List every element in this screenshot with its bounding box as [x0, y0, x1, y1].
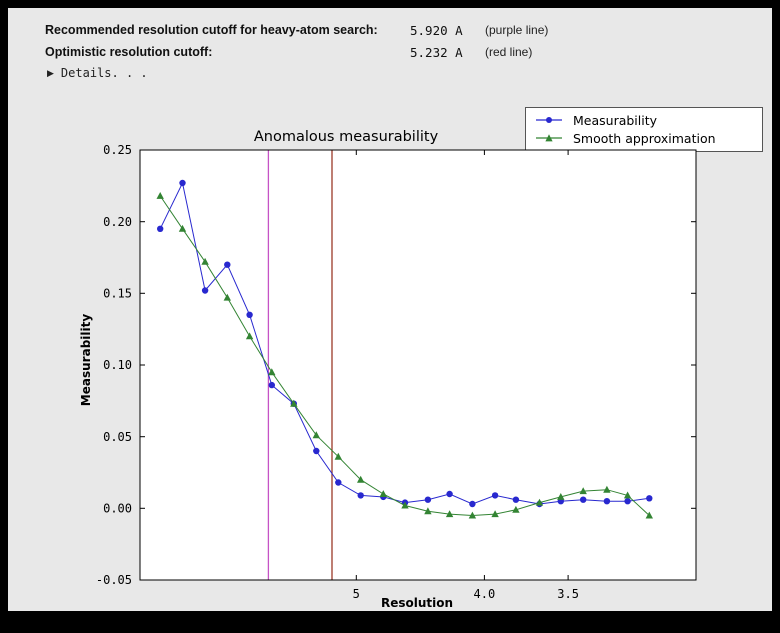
- x-tick-label: 5: [353, 587, 360, 601]
- circle-marker: [491, 492, 499, 499]
- details-label: Details. . .: [60, 66, 148, 80]
- circle-marker: [512, 496, 520, 503]
- circle-marker: [646, 495, 653, 502]
- optimistic-cutoff-label: Optimistic resolution cutoff:: [45, 45, 213, 59]
- triangle-marker: [178, 224, 187, 232]
- triangle-marker: [290, 399, 298, 407]
- triangle-marker: [603, 485, 611, 493]
- x-tick-label: 4.0: [474, 587, 496, 601]
- circle-marker: [157, 225, 164, 232]
- triangle-marker: [535, 498, 544, 506]
- recommended-cutoff-note: (purple line): [485, 23, 549, 37]
- plot-background: [140, 150, 696, 580]
- circle-marker: [201, 287, 209, 294]
- triangle-marker: [424, 507, 432, 515]
- legend-entry-smooth-approximation: Smooth approximation: [534, 129, 754, 147]
- plot-border: [139, 149, 697, 581]
- chart-legend: Measurability Smooth approximation: [525, 107, 763, 152]
- optimistic-cutoff-note: (red line): [485, 45, 533, 59]
- circle-marker: [469, 500, 476, 508]
- circle-marker: [246, 311, 253, 318]
- optimistic-cutoff-value: 5.232 A: [410, 45, 463, 60]
- y-tick-label: 0.10: [103, 358, 132, 372]
- triangle-marker: [645, 511, 653, 519]
- plot-area: -0.05 0.00 0.05 0.10 0.15 0.20 0.25 5 4.0 3.5: [96, 143, 697, 601]
- triangle-marker: [357, 475, 365, 483]
- circle-marker: [446, 490, 453, 498]
- circle-marker: [313, 447, 320, 455]
- circle-marker: [580, 496, 587, 503]
- main-panel: Recommended resolution cutoff for heavy-…: [8, 8, 772, 611]
- details-toggle[interactable]: ▶ Details. . .: [47, 66, 148, 80]
- recommended-cutoff-label: Recommended resolution cutoff for heavy-…: [45, 23, 378, 37]
- triangle-marker: [623, 491, 632, 499]
- triangle-marker: [379, 490, 387, 497]
- legend-label-smooth-approximation: Smooth approximation: [573, 130, 716, 146]
- y-tick-label: 0.25: [103, 143, 132, 157]
- triangle-marker: [491, 510, 499, 518]
- triangle-marker: [268, 368, 276, 376]
- circle-marker: [357, 492, 364, 499]
- optimistic-cutoff-row: Optimistic resolution cutoff: 5.232 A (r…: [8, 45, 772, 63]
- triangle-marker: [557, 493, 565, 500]
- recommended-cutoff-value: 5.920 A: [410, 23, 463, 38]
- x-tick-label: 3.5: [557, 587, 579, 601]
- recommended-cutoff-row: Recommended resolution cutoff for heavy-…: [8, 23, 772, 41]
- smooth-approximation-line-sample-icon: [536, 134, 562, 142]
- triangle-marker: [245, 332, 254, 340]
- triangle-marker: [579, 487, 587, 495]
- y-tick-label: 0.20: [103, 215, 132, 229]
- triangle-marker: [445, 510, 454, 518]
- triangle-marker: [312, 431, 320, 439]
- x-axis-label: Resolution: [380, 596, 454, 610]
- triangle-marker: [468, 511, 477, 519]
- circle-marker: [424, 496, 432, 503]
- disclosure-triangle-icon: ▶: [47, 68, 54, 78]
- circle-marker: [624, 498, 631, 505]
- measurability-line-sample-icon: [536, 117, 562, 123]
- y-tick-label: 0.05: [103, 430, 132, 444]
- triangle-marker: [156, 192, 164, 199]
- triangle-marker: [223, 293, 231, 301]
- circle-marker: [268, 381, 275, 389]
- legend-entry-measurability: Measurability: [534, 111, 754, 129]
- circle-marker: [335, 479, 342, 486]
- triangle-marker: [201, 257, 209, 265]
- circle-marker: [224, 261, 231, 268]
- triangle-marker: [401, 501, 409, 509]
- circle-marker: [179, 179, 186, 187]
- triangle-marker: [512, 505, 520, 513]
- triangle-marker: [334, 452, 342, 460]
- chart-title: Anomalous measurability: [253, 129, 439, 145]
- legend-label-measurability: Measurability: [573, 112, 658, 128]
- y-tick-label: -0.05: [96, 573, 132, 587]
- y-tick-label: 0.00: [103, 502, 132, 516]
- y-tick-label: 0.15: [103, 287, 132, 301]
- circle-marker: [603, 498, 611, 505]
